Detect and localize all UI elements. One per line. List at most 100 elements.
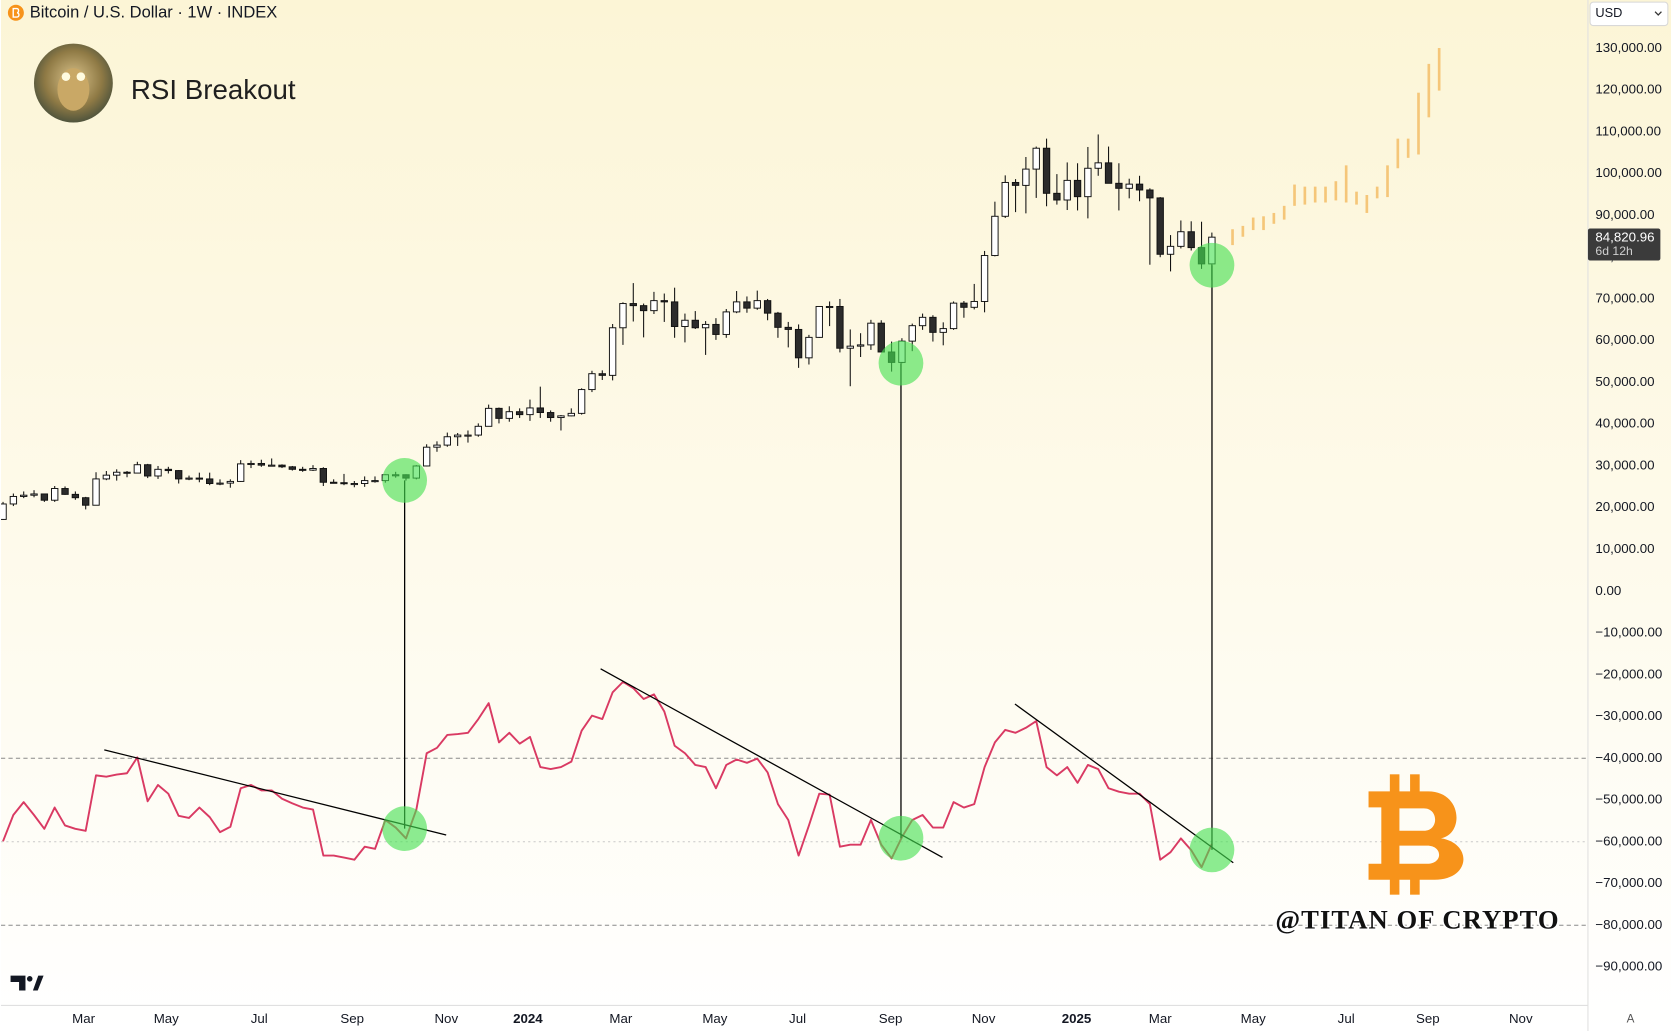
- candle-body: [1063, 179, 1071, 201]
- candle-body: [536, 407, 544, 414]
- candle-body: [51, 488, 59, 501]
- candle-body: [805, 336, 813, 359]
- y-tick-label: 100,000.00: [1595, 165, 1662, 180]
- candle-body: [133, 464, 142, 474]
- last-price-text: 84,820.96: [1595, 230, 1654, 245]
- candle-body: [753, 300, 761, 309]
- candle-body: [1146, 189, 1154, 199]
- candle-body: [495, 407, 503, 419]
- candle-body: [1166, 245, 1175, 255]
- candle-body: [557, 415, 565, 419]
- x-tick-label: Sep: [340, 1011, 364, 1026]
- y-tick-label: 90,000.00: [1595, 207, 1654, 222]
- auto-scale-button[interactable]: A: [1627, 1012, 1635, 1025]
- candle-body: [350, 483, 358, 486]
- candle-body: [1094, 162, 1102, 169]
- x-tick-label: Jul: [789, 1011, 806, 1026]
- candle-body: [216, 482, 224, 485]
- candle-body: [340, 482, 348, 485]
- candle-body: [670, 301, 679, 327]
- time-axis: Mar May Jul Sep Nov 2024 Mar May Jul Sep Nov 2025 Ma…: [72, 1011, 1533, 1026]
- candle-body: [794, 328, 803, 359]
- y-tick-label: 60,000.00: [1595, 332, 1654, 347]
- candle-body: [206, 478, 214, 484]
- y-tick-label: 0.00: [1595, 583, 1621, 598]
- candle-body: [1073, 179, 1082, 198]
- candle-body: [701, 323, 710, 329]
- candle-body: [784, 326, 792, 330]
- dropdown-chevron[interactable]: [1654, 11, 1662, 16]
- candle-body: [949, 302, 958, 330]
- y-tick-label: 120,000.00: [1595, 82, 1662, 97]
- y-tick-label: −30,000.00: [1595, 708, 1662, 723]
- candle-body: [774, 312, 782, 328]
- candle-body: [1053, 192, 1061, 201]
- candle-body: [577, 389, 586, 414]
- x-tick-label: Mar: [609, 1011, 632, 1026]
- candle-body: [681, 319, 689, 327]
- x-tick-label: May: [702, 1011, 727, 1026]
- y-tick-label: 40,000.00: [1595, 416, 1654, 431]
- candle-body: [846, 345, 854, 349]
- candle-body: [691, 319, 699, 329]
- candle-body: [856, 344, 865, 347]
- logo-part: [1410, 871, 1420, 895]
- candle-body: [743, 301, 751, 309]
- candle-body: [980, 255, 989, 302]
- logo-part: [32, 975, 44, 991]
- candle-body: [836, 305, 844, 349]
- candle-body: [877, 322, 885, 353]
- candle-body: [1156, 197, 1164, 255]
- candle-body: [61, 488, 69, 495]
- x-tick-label: 2024: [513, 1011, 543, 1026]
- candle-body: [123, 471, 131, 474]
- y-tick-label: 70,000.00: [1595, 290, 1654, 305]
- symbol-icon-glyph: [12, 7, 20, 18]
- candle-body: [1032, 147, 1040, 170]
- candle-body: [298, 468, 307, 471]
- candle-body: [422, 446, 431, 467]
- x-tick-label: 2025: [1062, 1011, 1092, 1026]
- y-tick-label: 20,000.00: [1595, 499, 1654, 514]
- symbol-title: Bitcoin / U.S. Dollar · 1W · INDEX: [30, 4, 278, 22]
- candle-body: [371, 480, 379, 483]
- candle-body: [722, 311, 730, 335]
- price-axis: 130,000.00 120,000.00 110,000.00 100,000.00…: [1595, 40, 1662, 974]
- highlight-circle: [382, 806, 428, 852]
- candle-body: [236, 463, 245, 482]
- candle-body: [960, 302, 968, 308]
- candle-body: [825, 305, 834, 309]
- highlight-circle: [878, 815, 924, 861]
- candle-body: [185, 477, 193, 480]
- y-tick-label: 130,000.00: [1595, 40, 1662, 55]
- highlight-circle: [878, 340, 924, 386]
- candle-body: [464, 434, 472, 437]
- currency-dropdown[interactable]: [1589, 1, 1669, 27]
- logo-part: [26, 976, 33, 982]
- logo-part: [1389, 871, 1400, 895]
- logo-part: [10, 975, 26, 991]
- candle-body: [40, 493, 49, 501]
- candle-body: [195, 477, 204, 480]
- candle-body: [164, 468, 173, 472]
- candle-body: [247, 462, 255, 466]
- candle-body: [712, 323, 720, 335]
- currency-label[interactable]: USD: [1595, 5, 1622, 20]
- candle-body: [629, 303, 637, 307]
- candle-body: [144, 464, 152, 477]
- y-tick-label: −80,000.00: [1595, 917, 1662, 932]
- y-tick-label: −20,000.00: [1595, 666, 1662, 681]
- candle-body: [0, 503, 7, 520]
- candle-body: [660, 300, 668, 303]
- candle-body: [474, 425, 482, 436]
- x-tick-label: May: [1241, 1011, 1266, 1026]
- candle-body: [526, 407, 534, 416]
- candle-body: [991, 215, 999, 257]
- candle-body: [598, 373, 606, 376]
- plot-area: [0, 48, 1588, 926]
- highlight-circle: [1189, 242, 1235, 288]
- candle-body: [970, 300, 978, 308]
- y-tick-label: −50,000.00: [1595, 792, 1662, 807]
